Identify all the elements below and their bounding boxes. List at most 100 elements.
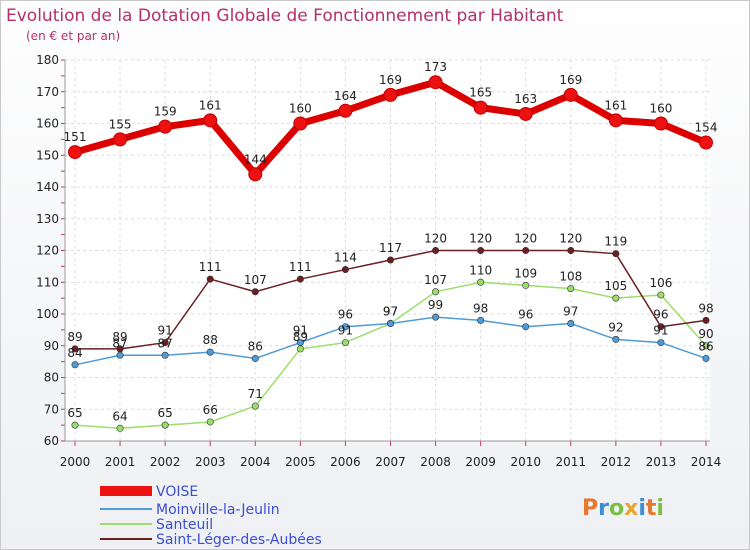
voise-point — [383, 87, 398, 102]
data-label: 110 — [469, 263, 492, 277]
data-label: 120 — [469, 232, 492, 246]
data-label: 86 — [698, 339, 713, 353]
y-tick-label: 90 — [44, 339, 59, 353]
data-label: 91 — [293, 324, 308, 338]
series-point-3 — [161, 339, 169, 347]
voise-point — [248, 167, 263, 182]
data-label: 160 — [649, 102, 672, 116]
series-point-2 — [161, 421, 169, 429]
voise-point — [113, 132, 128, 147]
data-label: 107 — [424, 273, 447, 287]
logo-text: Proxiti — [582, 496, 664, 521]
data-label: 169 — [559, 73, 582, 87]
data-label: 96 — [518, 308, 533, 322]
x-tick-label: 2012 — [601, 455, 632, 469]
x-tick-label: 2009 — [465, 455, 496, 469]
logo-letter: P — [582, 496, 598, 521]
series-point-3 — [432, 247, 440, 255]
logo-letter: i — [656, 496, 664, 521]
voise-point — [293, 116, 308, 131]
x-tick-label: 2011 — [556, 455, 587, 469]
series-point-1 — [477, 316, 485, 324]
voise-point — [608, 113, 623, 128]
data-label: 91 — [653, 324, 668, 338]
series-point-1 — [522, 323, 530, 331]
axes: 60 70 80 90 100 110 120 130 140 150 160 170 180 2000 2… — [36, 53, 721, 469]
data-label: 87 — [158, 336, 173, 350]
series-point-2 — [567, 285, 575, 293]
data-label: 66 — [203, 403, 218, 417]
data-label: 169 — [379, 73, 402, 87]
data-label: 114 — [334, 251, 357, 265]
data-label: 151 — [64, 130, 87, 144]
data-label: 164 — [334, 89, 357, 103]
series-point-3 — [702, 316, 710, 324]
voise-point — [158, 119, 173, 134]
series-point-1 — [206, 348, 214, 356]
series-point-1 — [341, 323, 349, 331]
y-tick-label: 150 — [36, 148, 59, 162]
series-point-2 — [206, 418, 214, 426]
voise-point — [428, 75, 443, 90]
legend-label: Moinville-la-Jeulin — [156, 502, 280, 518]
x-tick-label: 2010 — [510, 455, 541, 469]
data-label: 154 — [695, 121, 718, 135]
series-point-2 — [71, 421, 79, 429]
series-point-3 — [477, 247, 485, 255]
data-label: 160 — [289, 102, 312, 116]
series-point-3 — [71, 345, 79, 353]
series-point-2 — [432, 288, 440, 296]
x-tick-label: 2007 — [375, 455, 406, 469]
data-label: 89 — [67, 330, 82, 344]
data-label: 120 — [514, 232, 537, 246]
x-tick-label: 2008 — [420, 455, 451, 469]
y-tick-label: 100 — [36, 307, 59, 321]
data-label: 88 — [203, 333, 218, 347]
data-label: 107 — [244, 273, 267, 287]
data-label: 99 — [428, 298, 443, 312]
data-label: 106 — [649, 276, 672, 290]
y-tick-label: 180 — [36, 53, 59, 67]
x-tick-label: 2004 — [240, 455, 271, 469]
data-label: 89 — [293, 330, 308, 344]
data-label: 65 — [158, 406, 173, 420]
data-label: 120 — [424, 232, 447, 246]
data-label: 84 — [67, 346, 82, 360]
voise-point — [518, 106, 533, 121]
series-point-3 — [386, 256, 394, 264]
series-point-2 — [522, 281, 530, 289]
logo-letter: t — [646, 496, 657, 521]
data-label: 98 — [698, 301, 713, 315]
series-point-1 — [567, 320, 575, 328]
series-point-1 — [702, 354, 710, 362]
logo-letter: r — [598, 496, 609, 521]
data-label: 91 — [158, 324, 173, 338]
series-point-3 — [341, 266, 349, 274]
data-label: 96 — [338, 308, 353, 322]
x-tick-label: 2002 — [150, 455, 181, 469]
data-label: 163 — [514, 92, 537, 106]
series-point-3 — [206, 275, 214, 283]
data-label: 109 — [514, 266, 537, 280]
data-labels: 151 155 159 161 144 160 164 169 173 165 163 169 161 1… — [64, 60, 718, 423]
proxiti-logo: Proxiti — [582, 496, 664, 521]
data-label: 155 — [109, 117, 132, 131]
data-label: 117 — [379, 241, 402, 255]
legend-swatch-voise — [100, 486, 152, 496]
y-tick-label: 110 — [36, 275, 59, 289]
x-tick-label: 2006 — [330, 455, 361, 469]
data-label: 165 — [469, 86, 492, 100]
series-point-2 — [657, 291, 665, 299]
voise-point — [653, 116, 668, 131]
data-label: 173 — [424, 60, 447, 74]
chart-subtitle: (en € et par an) — [26, 29, 120, 43]
series-point-2 — [702, 342, 710, 350]
logo-letter: i — [638, 496, 646, 521]
x-tick-label: 2005 — [285, 455, 316, 469]
series-point-1 — [296, 339, 304, 347]
data-label: 90 — [698, 327, 713, 341]
data-label: 98 — [473, 301, 488, 315]
series-point-2 — [116, 424, 124, 432]
data-label: 97 — [383, 305, 398, 319]
